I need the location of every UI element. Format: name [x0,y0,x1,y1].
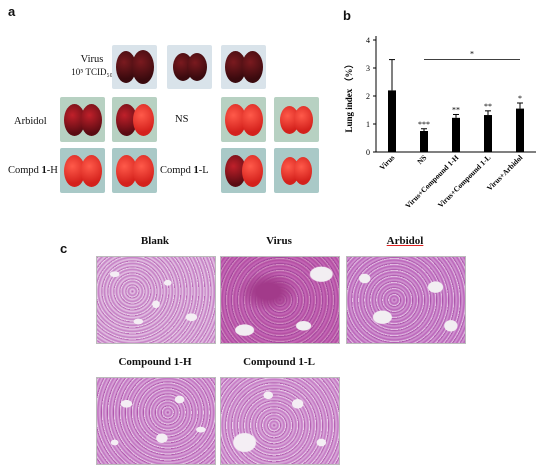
lung-photo-virus-1 [112,45,157,89]
histology-image-blank [96,256,216,344]
bar-2 [452,117,460,152]
lung-photo-arbidol-2 [112,97,157,142]
significance-bracket-label: * [470,50,474,59]
ns-group-label: NS [175,114,189,125]
significance-label-4: * [518,94,522,103]
lung-photo-compd-l-2 [274,148,319,193]
bar-4 [516,108,524,152]
histology-title-arbidol: Arbidol [386,235,424,247]
lung-photo-virus-3 [221,45,266,89]
y-tick-label: 0 [366,148,370,157]
x-tick-label-0: Virus [378,153,397,172]
compd-l-number: 1 [193,165,199,176]
panel-a-letter: a [8,4,16,19]
lung-photo-ns-2 [274,97,319,142]
virus-label-line2: 10⁵ TCID₅₀ [71,67,113,77]
histology-image-arbidol [346,256,466,344]
histology-title-blank: Blank [140,235,170,247]
lung-photo-compd-h-2 [112,148,157,193]
compd-l-suffix: -L [198,165,209,176]
y-tick-label: 3 [366,64,370,73]
significance-label-1: *** [418,120,430,129]
histology-title-compound-1h: Compound 1-H [118,356,192,368]
histology-image-compound-1h [96,377,216,465]
panel-b-letter: b [343,8,351,23]
compd-l-group-label: Compd 1-L [160,165,209,176]
y-tick-label: 1 [366,120,370,129]
compd-h-number: 1 [41,165,47,176]
compd-h-group-label: Compd 1-H [8,165,58,176]
compd-l-prefix: Compd [160,165,194,176]
x-tick-label-1: NS [415,153,428,166]
significance-label-2: ** [452,105,460,114]
histology-image-compound-1l [220,377,340,465]
bar-0 [388,90,396,152]
y-tick-label: 2 [366,92,370,101]
compd-h-suffix: -H [46,165,58,176]
lung-photo-compd-h-1 [60,148,105,193]
compd-h-prefix: Compd [8,165,42,176]
arbidol-group-label: Arbidol [14,116,47,127]
significance-label-3: ** [484,102,492,111]
virus-label-line1: Virus [80,54,104,65]
y-tick-label: 4 [366,36,370,45]
x-tick-label-2: Virus+Compound 1-H [403,153,460,210]
bar-1 [420,131,428,152]
virus-group-label: Virus 10⁵ TCID₅₀ [62,54,122,78]
lung-photo-compd-l-1 [221,148,266,193]
y-axis-label: Lung index （%） [344,59,354,132]
lung-photo-arbidol-1 [60,97,105,142]
histology-image-virus [220,256,340,344]
panel-c-letter: c [60,241,68,256]
histology-title-compound-1l: Compound 1-L [243,356,315,368]
histology-title-virus: Virus [266,235,292,247]
bar-3 [484,115,492,152]
lung-photo-virus-2 [167,45,212,89]
lung-photo-ns-1 [221,97,266,142]
